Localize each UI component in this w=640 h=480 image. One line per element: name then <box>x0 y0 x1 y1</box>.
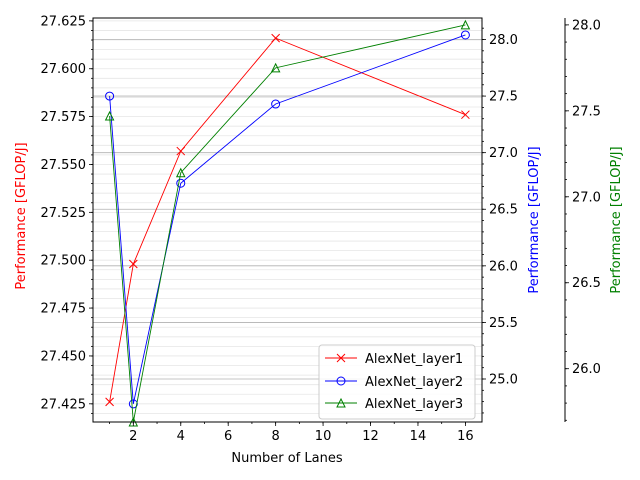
right1-tick-label: 25.5 <box>489 316 518 331</box>
data-point-layer2 <box>271 99 281 109</box>
x-axis-label: Number of Lanes <box>231 451 342 466</box>
x-tick-label: 8 <box>271 429 279 444</box>
series-line-3 <box>109 24 466 423</box>
data-point-layer1 <box>105 397 114 407</box>
right1-tick-label: 28.0 <box>489 33 518 48</box>
data-point-layer3 <box>460 19 471 30</box>
data-point-layer1 <box>461 110 470 120</box>
left-tick-label: 27.575 <box>41 110 87 125</box>
right1-tick-label: 25.0 <box>489 372 518 387</box>
right1-tick-label: 26.0 <box>489 259 518 274</box>
legend-marker-layer2 <box>336 376 346 386</box>
axes: 2 4 6 8 10 12 14 16 27.425 27.450 27.475 27.500 27.5… <box>41 14 601 444</box>
data-point-layer3 <box>270 62 281 73</box>
data-point-layer2 <box>176 178 186 188</box>
right2-tick-label: 27.0 <box>572 190 601 205</box>
x-tick-label: 2 <box>129 429 137 444</box>
legend-label-layer1: AlexNet_layer1 <box>365 352 463 367</box>
grid <box>93 20 482 414</box>
data-point-layer2 <box>460 30 470 40</box>
right-axis-label-green: Performance [GFLOP/J] <box>609 146 624 293</box>
right1-tick-label: 27.5 <box>489 90 518 105</box>
left-tick-label: 27.450 <box>41 349 87 364</box>
legend-entry-layer1: AlexNet_layer1 <box>325 352 463 367</box>
legend-entry-layer2: AlexNet_layer2 <box>325 375 463 390</box>
right2-tick-label: 26.0 <box>572 362 601 377</box>
x-tick-label: 10 <box>315 429 332 444</box>
plot-frame <box>92 17 483 423</box>
left-tick-label: 27.625 <box>41 14 87 29</box>
left-axis-label: Performance [GFLOP/J] <box>14 142 29 289</box>
x-tick-label: 16 <box>457 429 474 444</box>
legend-marker-layer3 <box>336 397 346 408</box>
right1-tick-label: 27.0 <box>489 146 518 161</box>
right1-tick-label: 26.5 <box>489 203 518 218</box>
right-axis-label-blue: Performance [GFLOP/J] <box>527 146 542 293</box>
data-point-layer1 <box>128 259 138 269</box>
left-tick-label: 27.525 <box>41 206 87 221</box>
series-line-2 <box>109 34 466 404</box>
data-point-layer2 <box>128 399 138 409</box>
left-tick-label: 27.500 <box>41 254 87 269</box>
data-point-layer3 <box>104 110 115 121</box>
data-point-layer3 <box>175 167 186 178</box>
data-point-layer1 <box>176 146 186 156</box>
x-tick-label: 14 <box>410 429 427 444</box>
right2-tick-label: 26.5 <box>572 276 601 291</box>
legend-box <box>318 344 476 420</box>
x-tick-label: 12 <box>362 429 379 444</box>
x-tick-label: 4 <box>177 429 185 444</box>
right2-tick-label: 28.0 <box>572 18 601 33</box>
right2-tick-label: 27.5 <box>572 104 601 119</box>
left-tick-label: 27.550 <box>41 158 87 173</box>
legend-entry-layer3: AlexNet_layer3 <box>325 397 463 412</box>
data-point-layer1 <box>271 33 280 43</box>
data-point-layer2 <box>105 91 115 101</box>
x-tick-label: 6 <box>224 429 232 444</box>
legend-marker-layer1 <box>336 353 346 363</box>
left-tick-label: 27.475 <box>41 302 87 317</box>
legend: AlexNet_layer1 AlexNet_layer2 AlexNet_la… <box>318 344 476 420</box>
left-tick-label: 27.600 <box>41 62 87 77</box>
legend-label-layer3: AlexNet_layer3 <box>365 397 463 412</box>
legend-label-layer2: AlexNet_layer2 <box>365 375 463 390</box>
left-tick-label: 27.425 <box>41 397 87 412</box>
